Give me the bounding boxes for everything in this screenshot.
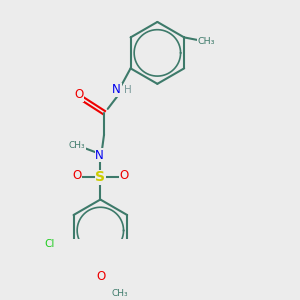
Text: O: O [119,169,129,182]
Text: N: N [112,83,121,96]
Text: N: N [95,149,104,162]
Text: O: O [72,169,81,182]
Text: H: H [124,85,131,95]
Text: CH₃: CH₃ [111,289,128,298]
Text: CH₃: CH₃ [68,141,85,150]
Text: O: O [74,88,84,101]
Text: CH₃: CH₃ [197,37,215,46]
Text: S: S [95,170,105,184]
Text: O: O [97,270,106,284]
Text: Cl: Cl [45,239,55,249]
